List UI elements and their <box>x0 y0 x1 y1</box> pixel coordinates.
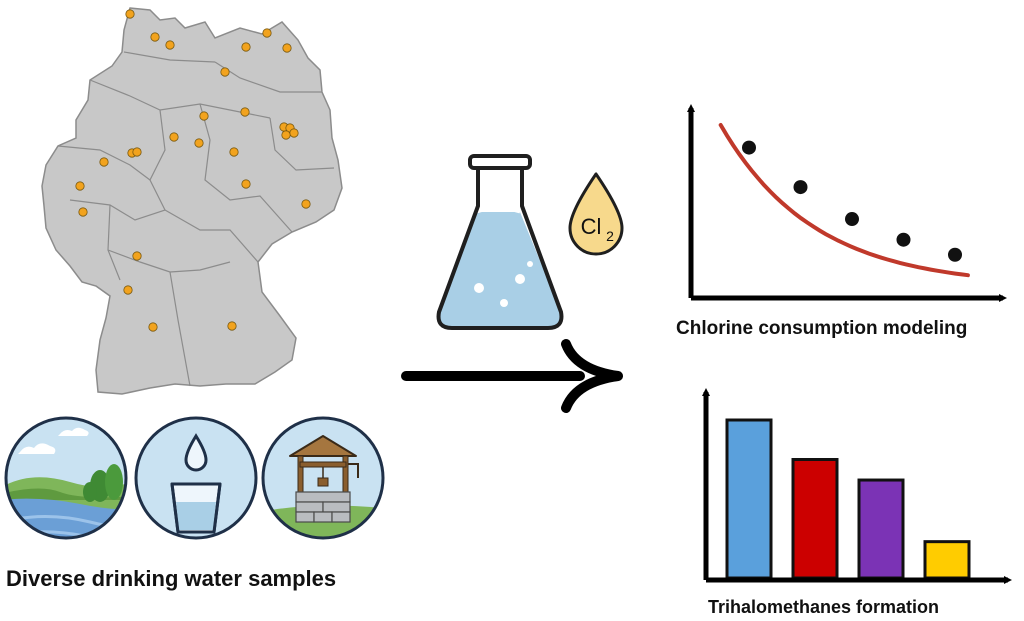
data-point <box>896 232 911 247</box>
site-dot <box>289 128 299 138</box>
site-dot <box>282 43 292 53</box>
site-dot <box>227 321 237 331</box>
site-dot <box>262 28 272 38</box>
bar <box>857 478 905 580</box>
thm-caption: Trihalomethanes formation <box>708 597 940 617</box>
site-dot <box>194 138 204 148</box>
site-dot <box>169 132 179 142</box>
chlorine-consumption-chart <box>687 104 1007 302</box>
data-point <box>742 140 756 155</box>
chlorine-caption: Chlorine consumption modeling <box>676 318 968 339</box>
site-dot <box>132 147 142 157</box>
chlorine-drop-icon: Cl 2 <box>568 172 624 256</box>
site-dot <box>75 181 85 191</box>
flask-icon <box>436 154 564 330</box>
site-dot <box>123 285 133 295</box>
site-dot <box>165 40 175 50</box>
site-dot <box>240 107 250 117</box>
germany-map-icon <box>41 7 343 395</box>
data-point <box>948 247 962 262</box>
bar <box>791 458 839 580</box>
arrow-right-icon <box>401 339 623 413</box>
water-glass-icon <box>134 416 258 540</box>
samples-caption: Diverse drinking water samples <box>6 566 337 591</box>
sampling-sites <box>75 9 311 332</box>
site-dot <box>241 179 251 189</box>
site-dot <box>150 32 160 42</box>
site-dot <box>125 9 135 19</box>
site-dot <box>281 130 291 140</box>
data-point <box>845 212 859 227</box>
well-icon <box>261 416 385 540</box>
reagent-symbol: Cl <box>581 214 602 239</box>
bar <box>923 540 971 580</box>
site-dot <box>78 207 88 217</box>
bar <box>725 418 773 580</box>
site-dot <box>301 199 311 209</box>
site-dot <box>220 67 230 77</box>
river-landscape-icon <box>4 416 128 540</box>
site-dot <box>132 251 142 261</box>
trihalomethanes-chart <box>702 388 1012 584</box>
site-dot <box>199 111 209 121</box>
data-point <box>793 180 808 195</box>
site-dot <box>229 147 239 157</box>
reagent-subscript: 2 <box>606 228 614 244</box>
site-dot <box>148 322 158 332</box>
site-dot <box>241 42 251 52</box>
fit-curve <box>718 123 970 278</box>
site-dot <box>99 157 109 167</box>
